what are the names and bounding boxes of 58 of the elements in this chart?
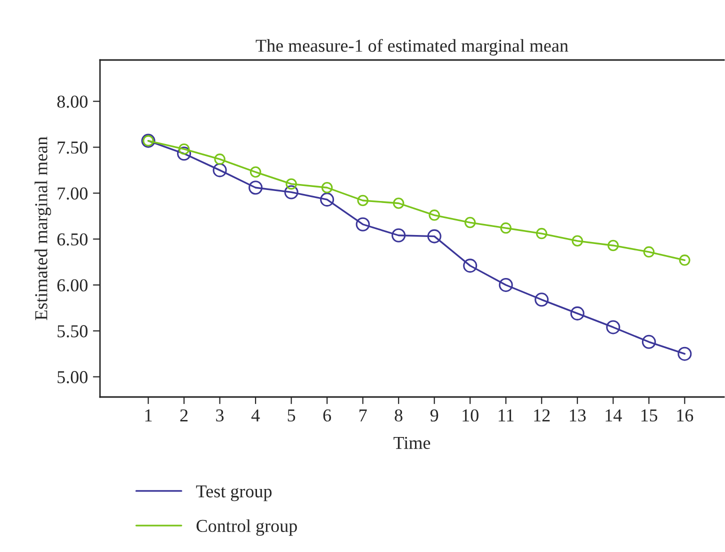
point (248, 180, 263, 195)
point (286, 178, 297, 190)
x-tick-label: 13 (570, 409, 586, 422)
y-tick-label: 7.50 (58, 141, 88, 154)
y-tick-label: 7.00 (58, 187, 88, 200)
point (321, 182, 333, 194)
point (608, 240, 619, 252)
point (643, 246, 655, 258)
point (320, 192, 334, 207)
point (214, 154, 226, 165)
point (177, 146, 192, 161)
x-tick-label: 15 (641, 409, 658, 422)
x-tick-label: 12 (534, 409, 550, 422)
point (357, 194, 368, 206)
x-tick-label: 14 (606, 409, 622, 422)
x-axis-title: Time (394, 436, 430, 449)
point (463, 258, 478, 273)
y-tick-label: 6.00 (57, 279, 88, 292)
y-tick-label: 5.00 (58, 371, 88, 384)
x-tick-label: 8 (394, 409, 402, 422)
legend-label: Test group (196, 485, 272, 502)
point (250, 166, 262, 178)
x-tick-label: 5 (288, 410, 296, 422)
x-tick-label: 9 (430, 409, 438, 422)
x-tick-label: 7 (360, 410, 367, 422)
point (570, 306, 584, 320)
point (678, 346, 692, 361)
point (212, 163, 227, 178)
y-tick-label: 5.50 (58, 325, 88, 338)
point (536, 228, 548, 240)
point (356, 217, 370, 232)
point (427, 229, 442, 244)
legend-label: Control group (196, 519, 297, 536)
point (679, 254, 690, 266)
point (428, 210, 440, 221)
point (392, 228, 406, 242)
x-tick-label: 16 (677, 409, 694, 422)
point (534, 292, 549, 307)
x-tick-label: 11 (498, 409, 514, 422)
x-tick-label: 3 (216, 409, 224, 422)
x-tick-label: 10 (462, 409, 478, 422)
x-tick-label: 6 (323, 409, 332, 422)
point (178, 143, 190, 155)
point (392, 198, 404, 209)
y-tick-label: 8.00 (57, 96, 88, 108)
x-tick-label: 4 (251, 409, 260, 422)
chart-title: The measure-1 of estimated marginal mean (256, 38, 568, 56)
point (500, 222, 512, 234)
y-tick-label: 6.50 (57, 233, 88, 246)
point (498, 278, 513, 292)
y-axis-title: Estimated marginal mean (34, 136, 52, 320)
point (284, 185, 298, 200)
point (642, 334, 656, 349)
x-tick-label: 1 (145, 409, 152, 422)
point (606, 320, 620, 334)
point (464, 216, 476, 228)
x-tick-label: 2 (180, 409, 188, 422)
point (572, 235, 584, 247)
